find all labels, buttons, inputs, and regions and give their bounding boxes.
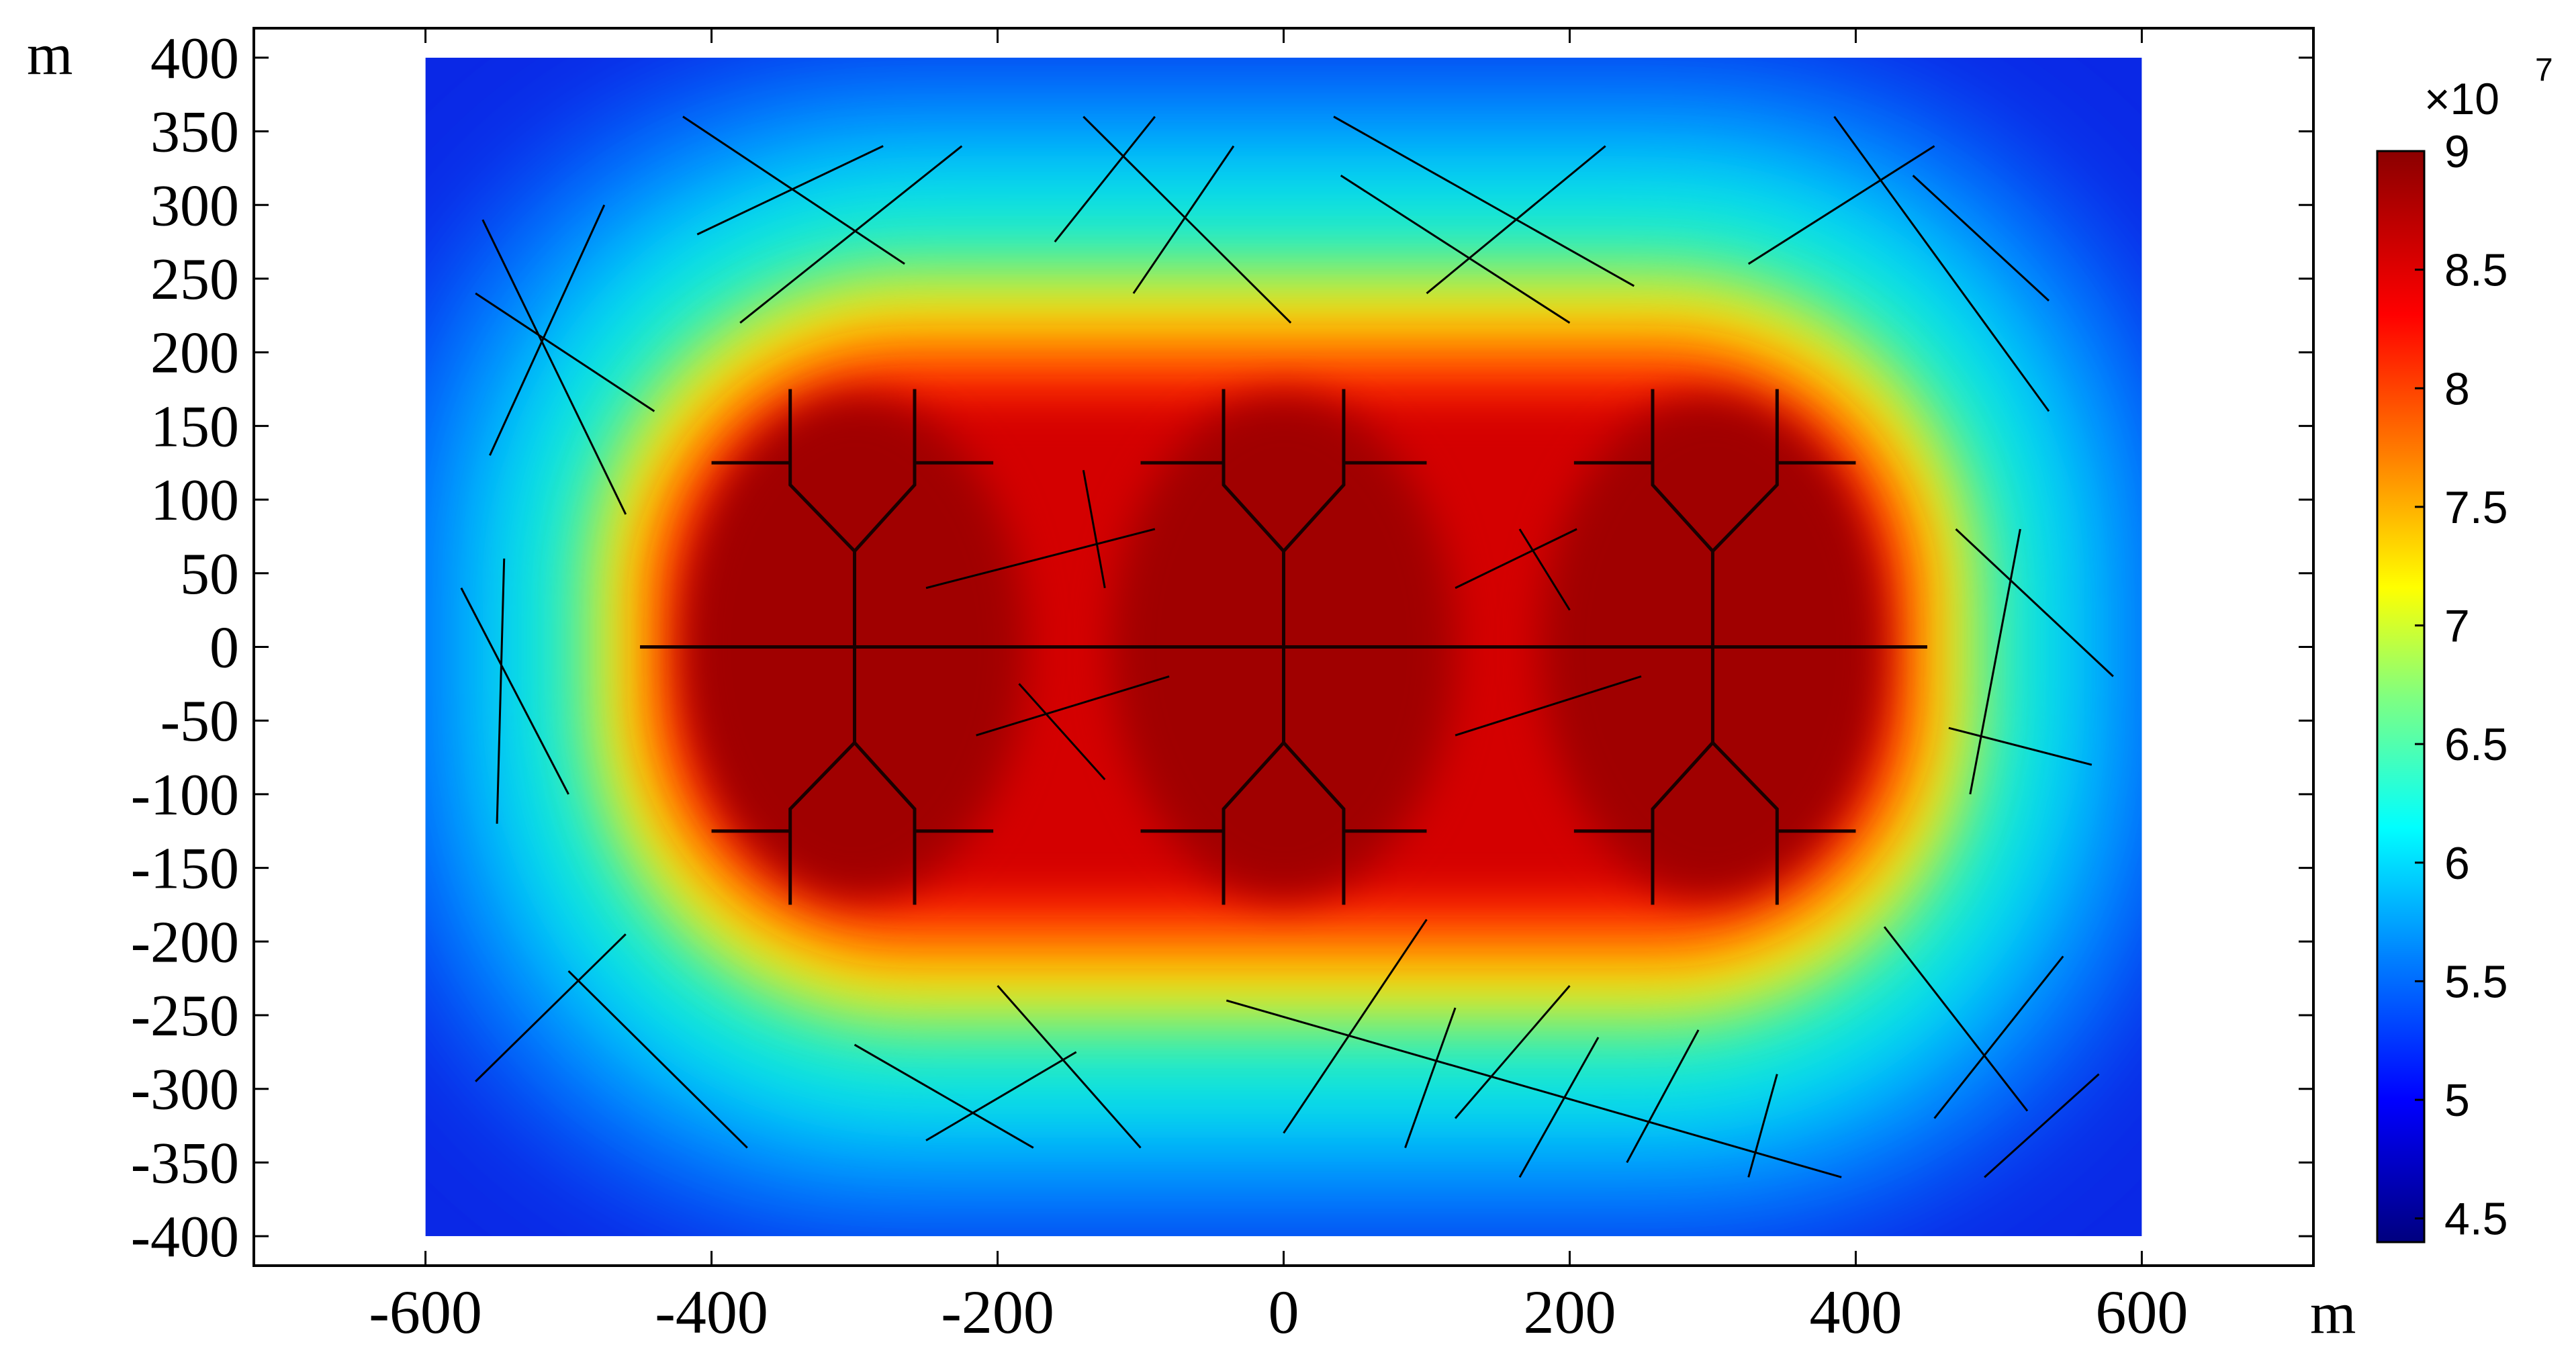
x-tick-label: 400 xyxy=(1809,1278,1902,1346)
y-tick-label: 300 xyxy=(150,173,239,238)
colorbar-multiplier: ×10 xyxy=(2424,74,2499,124)
y-tick-label: -350 xyxy=(131,1131,239,1196)
y-tick-label: 200 xyxy=(150,321,239,386)
y-tick-label: 150 xyxy=(150,394,239,459)
x-axis-unit-label: m xyxy=(2310,1281,2356,1346)
y-tick-label: 100 xyxy=(150,468,239,533)
colorbar-tick-label: 8.5 xyxy=(2444,245,2508,296)
y-tick-label: -250 xyxy=(131,984,239,1049)
x-tick-label: -400 xyxy=(655,1278,768,1346)
y-tick-label: 0 xyxy=(210,616,239,681)
x-tick-label: -600 xyxy=(369,1278,482,1346)
y-tick-label: 250 xyxy=(150,247,239,312)
y-axis-unit-label: m xyxy=(27,22,73,87)
x-tick-label: 600 xyxy=(2095,1278,2188,1346)
y-tick-label: 350 xyxy=(150,100,239,165)
x-tick-label: 200 xyxy=(1523,1278,1616,1346)
colorbar-tick-label: 8 xyxy=(2444,363,2470,414)
colorbar-tick-label: 4.5 xyxy=(2444,1194,2508,1245)
x-tick-label: -200 xyxy=(941,1278,1054,1346)
y-tick-label: 50 xyxy=(180,542,239,607)
y-tick-label: -400 xyxy=(131,1205,239,1270)
y-tick-label: -50 xyxy=(160,689,239,754)
colorbar-tick-label: 6.5 xyxy=(2444,719,2508,770)
colorbar-tick-label: 7.5 xyxy=(2444,482,2508,533)
colorbar-tick-label: 5.5 xyxy=(2444,956,2508,1007)
y-tick-label: -300 xyxy=(131,1058,239,1123)
y-tick-label: -200 xyxy=(131,910,239,975)
y-tick-label: -100 xyxy=(131,763,239,828)
colorbar-multiplier-exponent: 7 xyxy=(2535,52,2553,88)
colorbar-tick-label: 6 xyxy=(2444,838,2470,889)
colorbar-tick-label: 5 xyxy=(2444,1075,2470,1126)
colorbar-ticks: 9 8.5 8 7.5 7 6.5 6 5.5 5 4.5 xyxy=(2415,126,2508,1245)
y-tick-label: -150 xyxy=(131,837,239,902)
y-tick-label: 400 xyxy=(150,26,239,91)
colorbar-tick-label: 9 xyxy=(2444,126,2470,177)
x-tick-label: 0 xyxy=(1269,1278,1299,1346)
colorbar xyxy=(2377,151,2424,1242)
colorbar-tick-label: 7 xyxy=(2444,601,2470,652)
